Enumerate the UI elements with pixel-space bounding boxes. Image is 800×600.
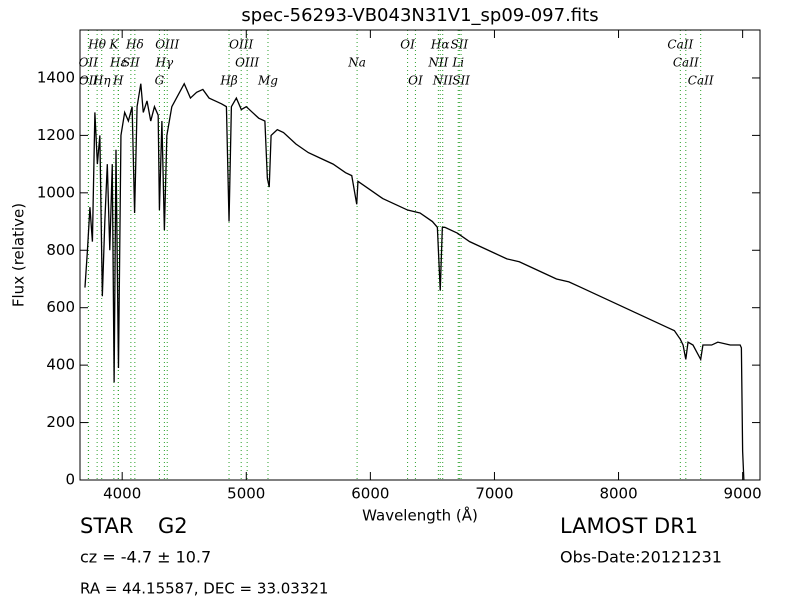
spectral-line-label: Li (451, 56, 464, 70)
x-axis-label: Wavelength (Å) (362, 506, 478, 525)
spectral-line-label: OI (400, 38, 415, 52)
x-tick-label: 8000 (599, 485, 637, 503)
spectral-line-label: Hα (430, 38, 450, 52)
y-tick-label: 1200 (37, 126, 75, 144)
y-tick-label: 0 (65, 471, 75, 489)
spectral-line-label: SII (452, 74, 470, 88)
x-tick-label: 5000 (227, 485, 265, 503)
plot-frame (79, 29, 761, 481)
spectrum-line (84, 82, 745, 481)
spectral-line-label: OIII (155, 38, 179, 52)
y-tick-label: 600 (46, 298, 75, 316)
spectral-line-label: CaII (688, 74, 714, 88)
y-tick-label: 1400 (37, 68, 75, 86)
spectral-line-label: Hη (92, 74, 111, 88)
spectral-line-label: OI (408, 74, 423, 88)
chart-title: spec-56293-VB043N31V1_sp09-097.fits (241, 5, 598, 26)
spectral-line-label: H (112, 74, 124, 88)
subclass: G2 (158, 514, 188, 538)
y-tick-label: 200 (46, 413, 75, 431)
coordinates: RA = 44.15587, DEC = 33.03321 (80, 580, 328, 598)
spectral-line-label: OIII (229, 38, 253, 52)
class: STAR (80, 514, 133, 538)
spectral-line-label: NII (432, 74, 453, 88)
y-tick-label: 1000 (37, 183, 75, 201)
x-tick-label: 7000 (475, 485, 513, 503)
spectral-line-label: Mg (257, 74, 278, 88)
spectral-line-label: CaII (673, 56, 699, 70)
spectral-line-label: SII (122, 56, 140, 70)
x-tick-label: 6000 (351, 485, 389, 503)
x-tick-label: 9000 (724, 485, 762, 503)
obs-date: Obs-Date:20121231 (560, 548, 722, 567)
spectral-line-label: OIII (235, 56, 259, 70)
spectral-line-label: K (108, 38, 119, 52)
redshift: cz = -4.7 ± 10.7 (80, 548, 211, 567)
spectral-line-label: Na (347, 56, 366, 70)
spectral-line-label: G (155, 74, 165, 88)
survey: LAMOST DR1 (560, 514, 698, 538)
y-tick-label: 400 (46, 356, 75, 374)
y-axis-label: Flux (relative) (10, 203, 28, 307)
spectral-line-label: Hβ (219, 74, 237, 88)
spectral-line-label: NII (427, 56, 448, 70)
spectral-line-label: OII (79, 74, 99, 88)
y-tick-label: 800 (46, 241, 75, 259)
spectral-line-label: Hδ (125, 38, 144, 52)
spectral-line-label: CaII (667, 38, 693, 52)
spectral-line-label: SII (450, 38, 468, 52)
spectral-line-label: Hθ (87, 38, 106, 52)
spectral-line-label: Hγ (155, 56, 174, 70)
x-tick-label: 4000 (103, 485, 141, 503)
